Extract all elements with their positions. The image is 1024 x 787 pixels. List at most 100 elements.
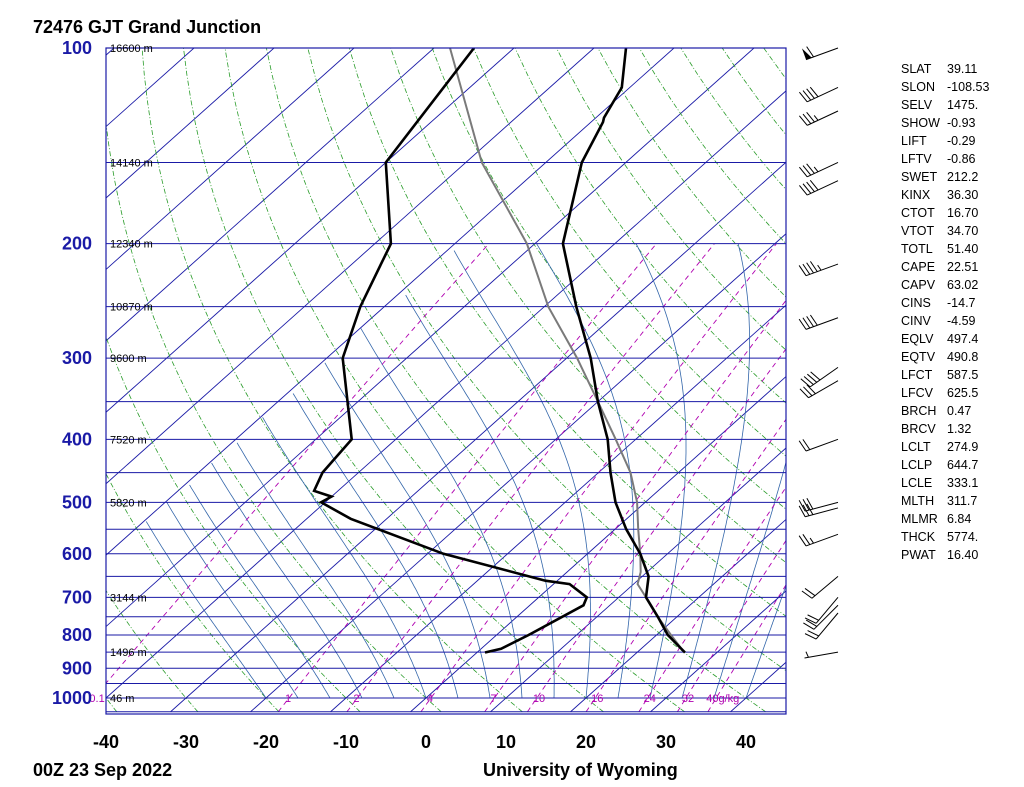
isotherm-line (330, 304, 786, 713)
index-row: LCLP 644.7 (901, 458, 978, 472)
index-key: EQLV (901, 332, 934, 346)
index-value: 5774. (947, 530, 978, 544)
temperature-tick-label: -40 (93, 732, 119, 752)
data-source: University of Wyoming (483, 760, 678, 780)
height-label: 9600 m (110, 353, 147, 365)
isotherm-line (106, 48, 755, 628)
mixing-ratio-label: 0.1 (89, 693, 104, 705)
index-value: 22.51 (947, 260, 978, 274)
mixing-ratio-line (420, 243, 777, 713)
temperature-tick-label: 30 (656, 732, 676, 752)
index-row: LFCV 625.5 (901, 386, 978, 400)
index-key: CTOT (901, 206, 935, 220)
chart-title: 72476 GJT Grand Junction (33, 17, 261, 37)
dry-adiabat-line (183, 48, 604, 713)
index-row: MLTH 311.7 (901, 494, 977, 508)
index-value: 39.11 (947, 62, 977, 76)
index-row: KINX 36.30 (901, 188, 978, 202)
index-row: BRCH 0.47 (901, 404, 971, 418)
height-label: 46 m (110, 693, 134, 705)
index-key: LFTV (901, 152, 932, 166)
dry-adiabat-line (348, 48, 786, 617)
observation-time: 00Z 23 Sep 2022 (33, 760, 172, 780)
isotherm-line (490, 447, 786, 713)
index-key: VTOT (901, 224, 934, 238)
index-key: MLMR (901, 512, 938, 526)
dewpoint-trace (312, 48, 589, 654)
index-value: 333.1 (947, 476, 978, 490)
index-key: LCLE (901, 476, 932, 490)
dry-adiabat-line (473, 48, 786, 457)
wind-barb (803, 604, 839, 630)
index-value: 212.2 (947, 170, 978, 184)
dry-adiabat-line (141, 48, 523, 713)
wind-barb (798, 533, 839, 547)
temperature-tick-label: -10 (333, 732, 359, 752)
wind-barb (804, 596, 839, 624)
mixing-ratio-line (527, 348, 786, 713)
plot-border (105, 47, 787, 715)
moist-adiabat-line (262, 417, 427, 699)
index-key: TOTL (901, 242, 933, 256)
temperature-tick-label: -30 (173, 732, 199, 752)
mixing-ratio-label: 24 (644, 693, 656, 705)
diagram-grid (106, 48, 786, 713)
mixing-ratio-line (707, 584, 786, 713)
index-value: -0.86 (947, 152, 976, 166)
temperature-trace (561, 48, 686, 654)
index-row: TOTL 51.40 (901, 242, 978, 256)
index-row: LIFT -0.29 (901, 134, 976, 148)
index-row: LCLT 274.9 (901, 440, 978, 454)
mixing-ratio-line (677, 539, 786, 713)
index-value: 311.7 (947, 494, 977, 508)
index-row: VTOT 34.70 (901, 224, 978, 238)
index-key: PWAT (901, 548, 936, 562)
index-key: LCLP (901, 458, 932, 472)
index-key: SLAT (901, 62, 932, 76)
height-label: 10870 m (110, 302, 153, 314)
index-key: BRCV (901, 422, 936, 436)
index-value: 34.70 (947, 224, 978, 238)
isotherm-line (106, 48, 595, 485)
mixing-ratio-lines (106, 243, 786, 713)
index-value: 16.70 (947, 206, 978, 220)
index-row: SELV 1475. (901, 98, 978, 112)
isotherm-line (106, 48, 435, 342)
wind-barb (804, 651, 839, 659)
wind-barb (798, 314, 839, 330)
index-row: EQLV 497.4 (901, 332, 978, 346)
height-label: 14140 m (110, 157, 153, 169)
pressure-tick-label: 700 (62, 587, 92, 607)
index-value: 0.47 (947, 404, 971, 418)
wind-barb (799, 180, 839, 196)
mixing-ratio-labels: 0.1 1 2 4 7 10 16 24 32 40g/kg (89, 693, 739, 705)
isotherm-line (650, 590, 786, 713)
index-key: KINX (901, 188, 931, 202)
index-row: SLON -108.53 (901, 80, 989, 94)
index-value: 63.02 (947, 278, 978, 292)
wind-barb (798, 438, 839, 452)
index-value: 490.8 (947, 350, 978, 364)
index-value: 587.5 (947, 368, 978, 382)
dry-adiabat-line (106, 120, 442, 713)
height-label: 1496 m (110, 647, 147, 659)
isotherm-line (106, 48, 275, 199)
index-value: 6.84 (947, 512, 971, 526)
moist-adiabat-line (324, 362, 491, 699)
index-key: LIFT (901, 134, 927, 148)
sounding-profiles (312, 48, 686, 654)
mixing-ratio-label: 40g/kg (706, 693, 739, 705)
index-key: CAPE (901, 260, 935, 274)
height-labels: 16600 m 14140 m 12340 m 10870 m 9600 m 7520 m… (110, 43, 153, 705)
wind-barb (801, 46, 839, 61)
index-row: PWAT 16.40 (901, 548, 978, 562)
index-row: THCK 5774. (901, 530, 978, 544)
temperature-tick-label: 0 (421, 732, 431, 752)
pressure-tick-label: 400 (62, 429, 92, 449)
index-value: 51.40 (947, 242, 978, 256)
index-key: MLTH (901, 494, 934, 508)
index-row: LFTV -0.86 (901, 152, 976, 166)
pressure-tick-label: 800 (62, 625, 92, 645)
mixing-ratio-label: 16 (591, 693, 603, 705)
index-value: -108.53 (947, 80, 989, 94)
